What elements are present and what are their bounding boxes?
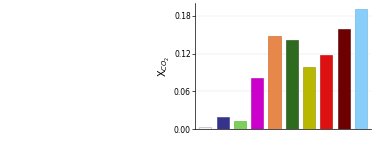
- Bar: [234, 121, 246, 129]
- Y-axis label: X$_{CO_2}$: X$_{CO_2}$: [158, 55, 172, 77]
- Bar: [320, 55, 332, 129]
- Bar: [217, 117, 229, 129]
- Bar: [338, 30, 350, 129]
- Bar: [303, 67, 315, 129]
- Bar: [251, 77, 263, 129]
- Bar: [268, 36, 280, 129]
- Bar: [286, 40, 298, 129]
- Bar: [355, 9, 367, 129]
- Bar: [200, 127, 211, 129]
